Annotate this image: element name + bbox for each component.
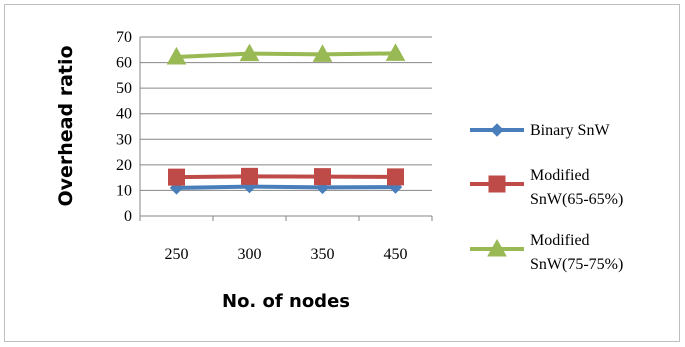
y-tick-label: 70 bbox=[116, 29, 132, 46]
y-tick-label: 50 bbox=[116, 80, 132, 97]
legend-entry: SnW(65-65%) bbox=[530, 191, 623, 208]
data-point bbox=[314, 168, 331, 186]
y-tick-label: 60 bbox=[116, 55, 132, 72]
legend-entry: Binary SnW bbox=[530, 122, 610, 139]
x-tick-label: 350 bbox=[311, 246, 335, 263]
data-point bbox=[166, 46, 187, 65]
y-tick-label: 20 bbox=[116, 157, 132, 174]
y-tick-label: 10 bbox=[116, 182, 132, 199]
x-tick-label: 450 bbox=[384, 246, 408, 263]
legend-marker bbox=[487, 238, 507, 257]
data-point bbox=[241, 167, 258, 185]
x-tick-label: 250 bbox=[165, 246, 189, 263]
series-line-1 bbox=[176, 184, 396, 190]
x-axis-title: No. of nodes bbox=[222, 291, 350, 312]
data-point bbox=[312, 44, 333, 62]
data-point bbox=[239, 43, 260, 62]
x-tick-label: 300 bbox=[238, 246, 262, 263]
series-line-2 bbox=[176, 174, 396, 180]
chart-frame bbox=[4, 4, 680, 342]
legend-marker bbox=[490, 123, 504, 137]
legend-entry: Modified bbox=[530, 167, 590, 184]
y-tick-label: 30 bbox=[116, 131, 132, 148]
series-line-3 bbox=[176, 51, 396, 59]
legend-entry: Modified bbox=[530, 232, 590, 249]
legend-marker bbox=[488, 175, 506, 193]
y-axis-title: Overhead ratio bbox=[55, 45, 77, 206]
data-point bbox=[385, 43, 406, 61]
y-tick-label: 0 bbox=[124, 208, 132, 225]
y-tick-label: 40 bbox=[116, 106, 132, 123]
legend-entry: SnW(75-75%) bbox=[530, 256, 623, 273]
data-point bbox=[168, 168, 185, 186]
data-point bbox=[387, 168, 404, 186]
